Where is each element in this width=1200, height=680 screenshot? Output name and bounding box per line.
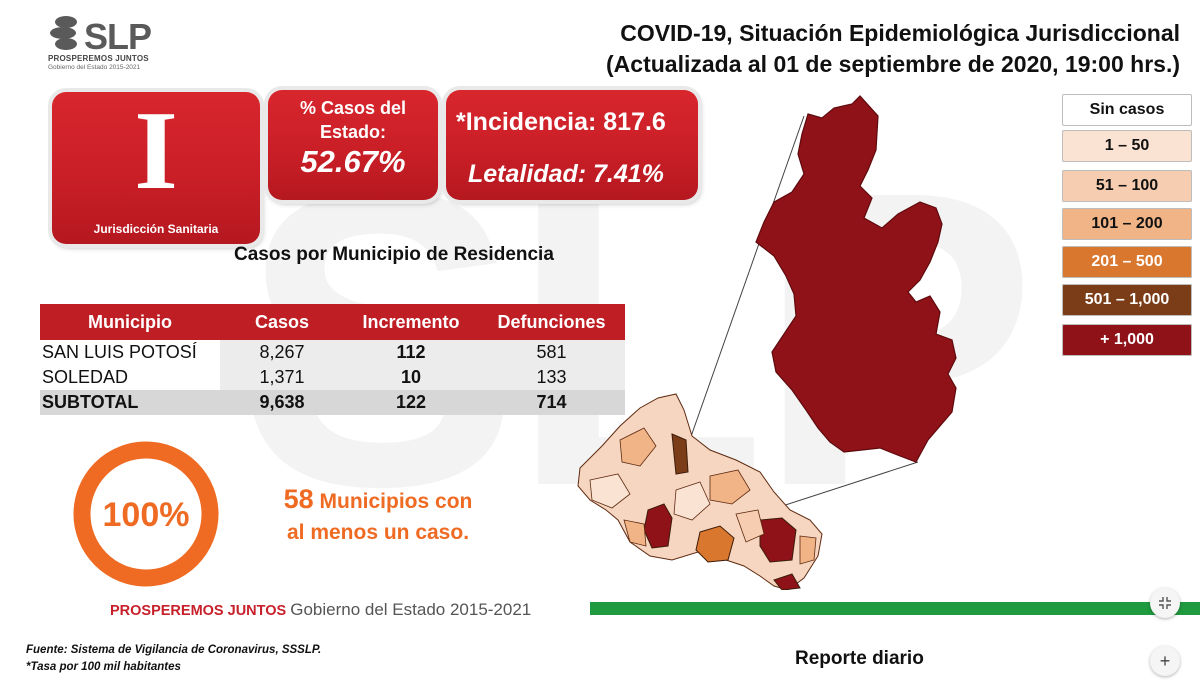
cell-total-defunciones: 714 xyxy=(478,390,625,415)
header-municipio: Municipio xyxy=(40,304,220,340)
cell-incremento: 10 xyxy=(344,365,478,390)
table-header-row: Municipio Casos Incremento Defunciones xyxy=(40,304,625,340)
plus-icon: + xyxy=(1159,651,1171,671)
table-row: SOLEDAD 1,371 10 133 xyxy=(40,365,625,390)
header-incremento: Incremento xyxy=(344,304,478,340)
coverage-text: 58 Municipios con al menos un caso. xyxy=(258,484,498,548)
logo-government: Gobierno del Estado 2015-2021 xyxy=(48,64,141,71)
table-row: SAN LUIS POTOSÍ 8,267 112 581 xyxy=(40,340,625,365)
slp-logo: SLP PROSPEREMOS JUNTOS Gobierno del Esta… xyxy=(46,14,176,76)
municipality-region xyxy=(619,427,657,467)
cell-total-label: SUBTOTAL xyxy=(40,390,220,415)
source-note: Fuente: Sistema de Vigilancia de Coronav… xyxy=(26,642,321,676)
coverage-ring xyxy=(73,441,219,587)
source-text: Fuente: Sistema de Vigilancia de Coronav… xyxy=(26,644,322,656)
legend-item: 201 – 500 xyxy=(1062,246,1192,278)
map-connector-line xyxy=(687,115,805,446)
municipality-region xyxy=(735,509,765,543)
footer-government: Gobierno del Estado 2015-2021 xyxy=(290,600,532,619)
legend-item: 51 – 100 xyxy=(1062,170,1192,202)
page-title: COVID-19, Situación Epidemiológica Juris… xyxy=(606,18,1180,80)
cell-municipio: SAN LUIS POTOSÍ xyxy=(40,340,220,365)
state-cases-card: % Casos del Estado: 52.67% xyxy=(268,90,438,200)
zoomed-municipality-shape xyxy=(755,95,957,463)
legend-item: 501 – 1,000 xyxy=(1062,284,1192,316)
jurisdiction-map xyxy=(577,95,957,590)
cell-municipio: SOLEDAD xyxy=(42,367,129,387)
slp-logo-mark-icon xyxy=(50,16,77,50)
coverage-ring-arc xyxy=(73,441,219,587)
legend-item: 101 – 200 xyxy=(1062,208,1192,240)
municipality-region xyxy=(773,573,801,590)
collapse-icon xyxy=(1159,597,1171,609)
municipality-region xyxy=(623,519,647,547)
cell-defunciones: 133 xyxy=(478,365,625,390)
municipality-text-a: Municipios con xyxy=(319,490,473,513)
header-casos: Casos xyxy=(220,304,344,340)
cell-casos: 1,371 xyxy=(220,365,344,390)
cell-incremento: 112 xyxy=(344,340,478,365)
rates-card: *Incidencia: 817.6 Letalidad: 7.41% xyxy=(446,90,698,200)
municipality-region xyxy=(589,473,631,509)
lethality-text: Letalidad: 7.41% xyxy=(468,160,664,188)
jurisdiction-card: I Jurisdicción Sanitaria xyxy=(52,92,260,244)
coverage-percent: 100% xyxy=(102,496,190,534)
logo-slogan: PROSPEREMOS JUNTOS xyxy=(48,54,149,63)
municipality-region xyxy=(695,525,735,563)
municipality-region xyxy=(671,433,689,475)
municipality-count: 58 xyxy=(283,484,314,514)
municipality-region xyxy=(673,481,711,521)
legend-item: + 1,000 xyxy=(1062,324,1192,356)
jurisdiction-label: Jurisdicción Sanitaria xyxy=(93,222,219,236)
municipality-region xyxy=(799,535,817,565)
municipality-region xyxy=(709,469,751,505)
municipality-region xyxy=(759,517,797,563)
cell-total-casos: 9,638 xyxy=(220,390,344,415)
legend-item: 1 – 50 xyxy=(1062,130,1192,162)
table-total-row: SUBTOTAL 9,638 122 714 xyxy=(40,390,625,415)
footer-slogan: PROSPEREMOS JUNTOS xyxy=(110,603,287,619)
logo-brand: SLP xyxy=(84,16,152,57)
title-line-2: (Actualizada al 01 de septiembre de 2020… xyxy=(606,51,1180,77)
collapse-button[interactable] xyxy=(1150,588,1180,618)
add-button[interactable]: + xyxy=(1150,646,1180,676)
cell-total-incremento: 122 xyxy=(344,390,478,415)
footer-branding: PROSPEREMOS JUNTOS Gobierno del Estado 2… xyxy=(110,600,531,620)
cases-table: Municipio Casos Incremento Defunciones S… xyxy=(40,304,625,415)
jurisdiction-numeral: I xyxy=(134,89,178,213)
title-line-1: COVID-19, Situación Epidemiológica Juris… xyxy=(620,20,1180,46)
table-title: Casos por Municipio de Residencia xyxy=(234,244,554,265)
daily-report-label: Reporte diario xyxy=(795,648,924,669)
header-defunciones: Defunciones xyxy=(478,304,625,340)
municipality-text-b: al menos un caso. xyxy=(286,521,470,544)
incidence-text: *Incidencia: 817.6 xyxy=(456,108,666,136)
legend-item: Sin casos xyxy=(1062,94,1192,126)
map-connector-line xyxy=(769,461,919,511)
cell-defunciones: 581 xyxy=(478,340,625,365)
footer-green-band xyxy=(590,602,1200,615)
state-cases-value: 52.67% xyxy=(300,144,406,179)
rate-note: *Tasa por 100 mil habitantes xyxy=(26,661,181,673)
cell-casos: 8,267 xyxy=(220,340,344,365)
state-cases-label: % Casos del Estado: xyxy=(299,98,407,142)
